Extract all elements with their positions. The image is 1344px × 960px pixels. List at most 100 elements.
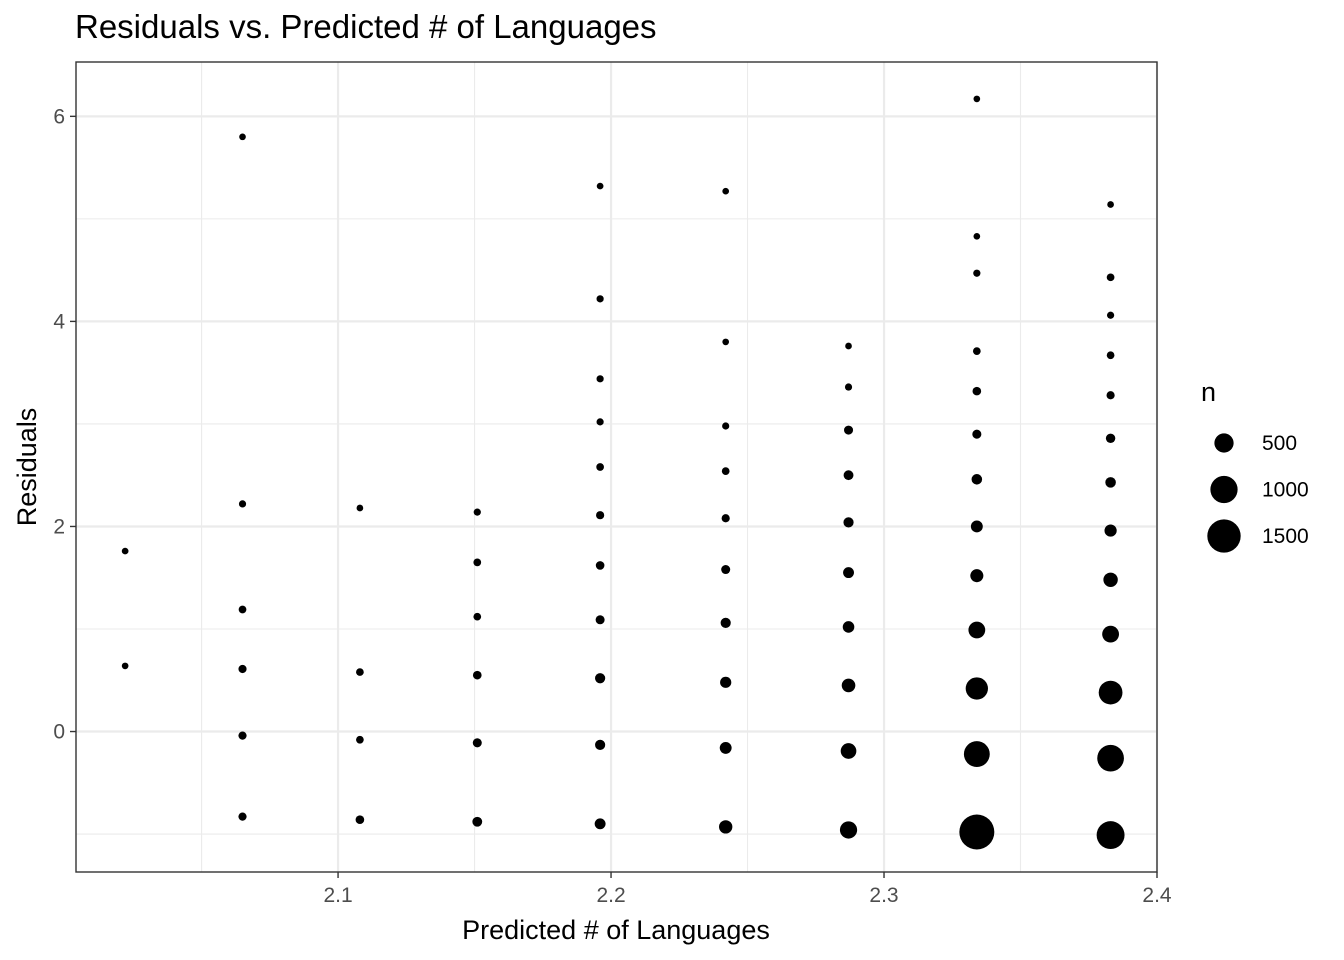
data-point [719,741,732,754]
y-axis-title: Residuals [12,408,42,527]
plot-panel [75,61,1159,873]
data-point [841,678,856,693]
data-point [596,418,604,426]
data-point [720,676,732,688]
data-point [963,741,990,768]
data-point [238,812,247,821]
data-point [1098,680,1123,705]
data-point [720,617,731,628]
major-gridlines [76,62,1159,872]
data-point [722,422,730,430]
data-point [238,500,247,508]
data-point [843,470,854,481]
data-point [842,621,855,633]
data-point [845,342,852,350]
data-point [595,739,606,750]
data-point [1102,625,1119,643]
data-point [596,463,604,471]
data-point [973,269,981,277]
data-point [595,615,605,625]
data-point [1107,201,1114,208]
legend-key-circle [1210,475,1238,504]
legend-key-circle [1207,519,1241,553]
data-point [121,547,129,555]
data-point [1106,391,1115,400]
chart-title: Residuals vs. Predicted # of Languages [75,8,657,45]
legend-key-circle [1214,433,1234,453]
x-axis-title: Predicted # of Languages [462,915,770,945]
data-point [971,474,983,485]
x-tick-label: 2.2 [596,884,625,907]
data-point [844,425,854,435]
data-point [473,612,482,621]
data-point [1106,351,1115,360]
data-point [722,187,730,195]
data-point [238,605,247,614]
data-point [844,383,853,391]
data-point [1105,477,1116,488]
data-point [973,95,981,103]
y-tick-label: 4 [53,310,65,333]
x-tick-label: 2.4 [1142,884,1172,907]
data-point [843,567,854,579]
data-point [355,815,365,825]
data-point [595,673,606,684]
data-point [596,511,605,520]
data-point [973,232,981,240]
data-point [970,520,983,533]
legend: n 500 1000 1500 [1201,377,1309,553]
data-point [356,668,364,676]
data-point [238,731,247,740]
minor-gridlines [76,62,1157,872]
data-point [473,508,481,516]
data-point [843,517,854,528]
legend-title: n [1201,377,1216,407]
data-point [721,514,730,523]
data-point [238,664,247,674]
data-point [722,338,730,346]
data-point [1103,572,1118,587]
data-point [972,429,982,439]
legend-key-label: 500 [1262,432,1297,455]
data-point [721,565,731,575]
y-axis: 0 2 4 6 [53,105,76,744]
data-point [356,504,364,512]
data-point [596,295,604,303]
data-point [472,670,482,680]
data-point [840,743,857,759]
data-point [968,621,986,639]
data-point [1096,821,1125,850]
legend-key-label: 1500 [1262,525,1309,548]
panel-border [75,61,1158,873]
data-point [1105,433,1116,444]
data-point [596,375,604,383]
y-tick-label: 0 [53,721,65,744]
data-point [356,735,364,744]
data-point [472,738,482,748]
data-point [972,386,982,396]
y-tick-label: 6 [53,105,65,128]
legend-keys: 500 1000 1500 [1207,432,1309,553]
data-point [594,818,606,830]
data-point [972,347,981,355]
data-point [959,814,995,850]
x-tick-label: 2.1 [323,884,352,907]
y-tick-label: 2 [53,515,65,538]
x-axis: 2.1 2.2 2.3 2.4 [323,872,1172,907]
x-tick-label: 2.3 [869,884,898,907]
data-point [965,677,988,700]
data-point [473,558,482,567]
data-point [719,820,733,834]
data-point [239,133,246,141]
data-point [472,816,483,827]
data-point [839,821,858,839]
data-point [1097,744,1124,772]
data-point [721,467,730,475]
data-point [970,569,984,583]
data-point [595,561,605,570]
data-point [121,662,129,670]
data-point [1106,273,1115,282]
data-point [1104,524,1117,537]
data-point [596,182,604,190]
